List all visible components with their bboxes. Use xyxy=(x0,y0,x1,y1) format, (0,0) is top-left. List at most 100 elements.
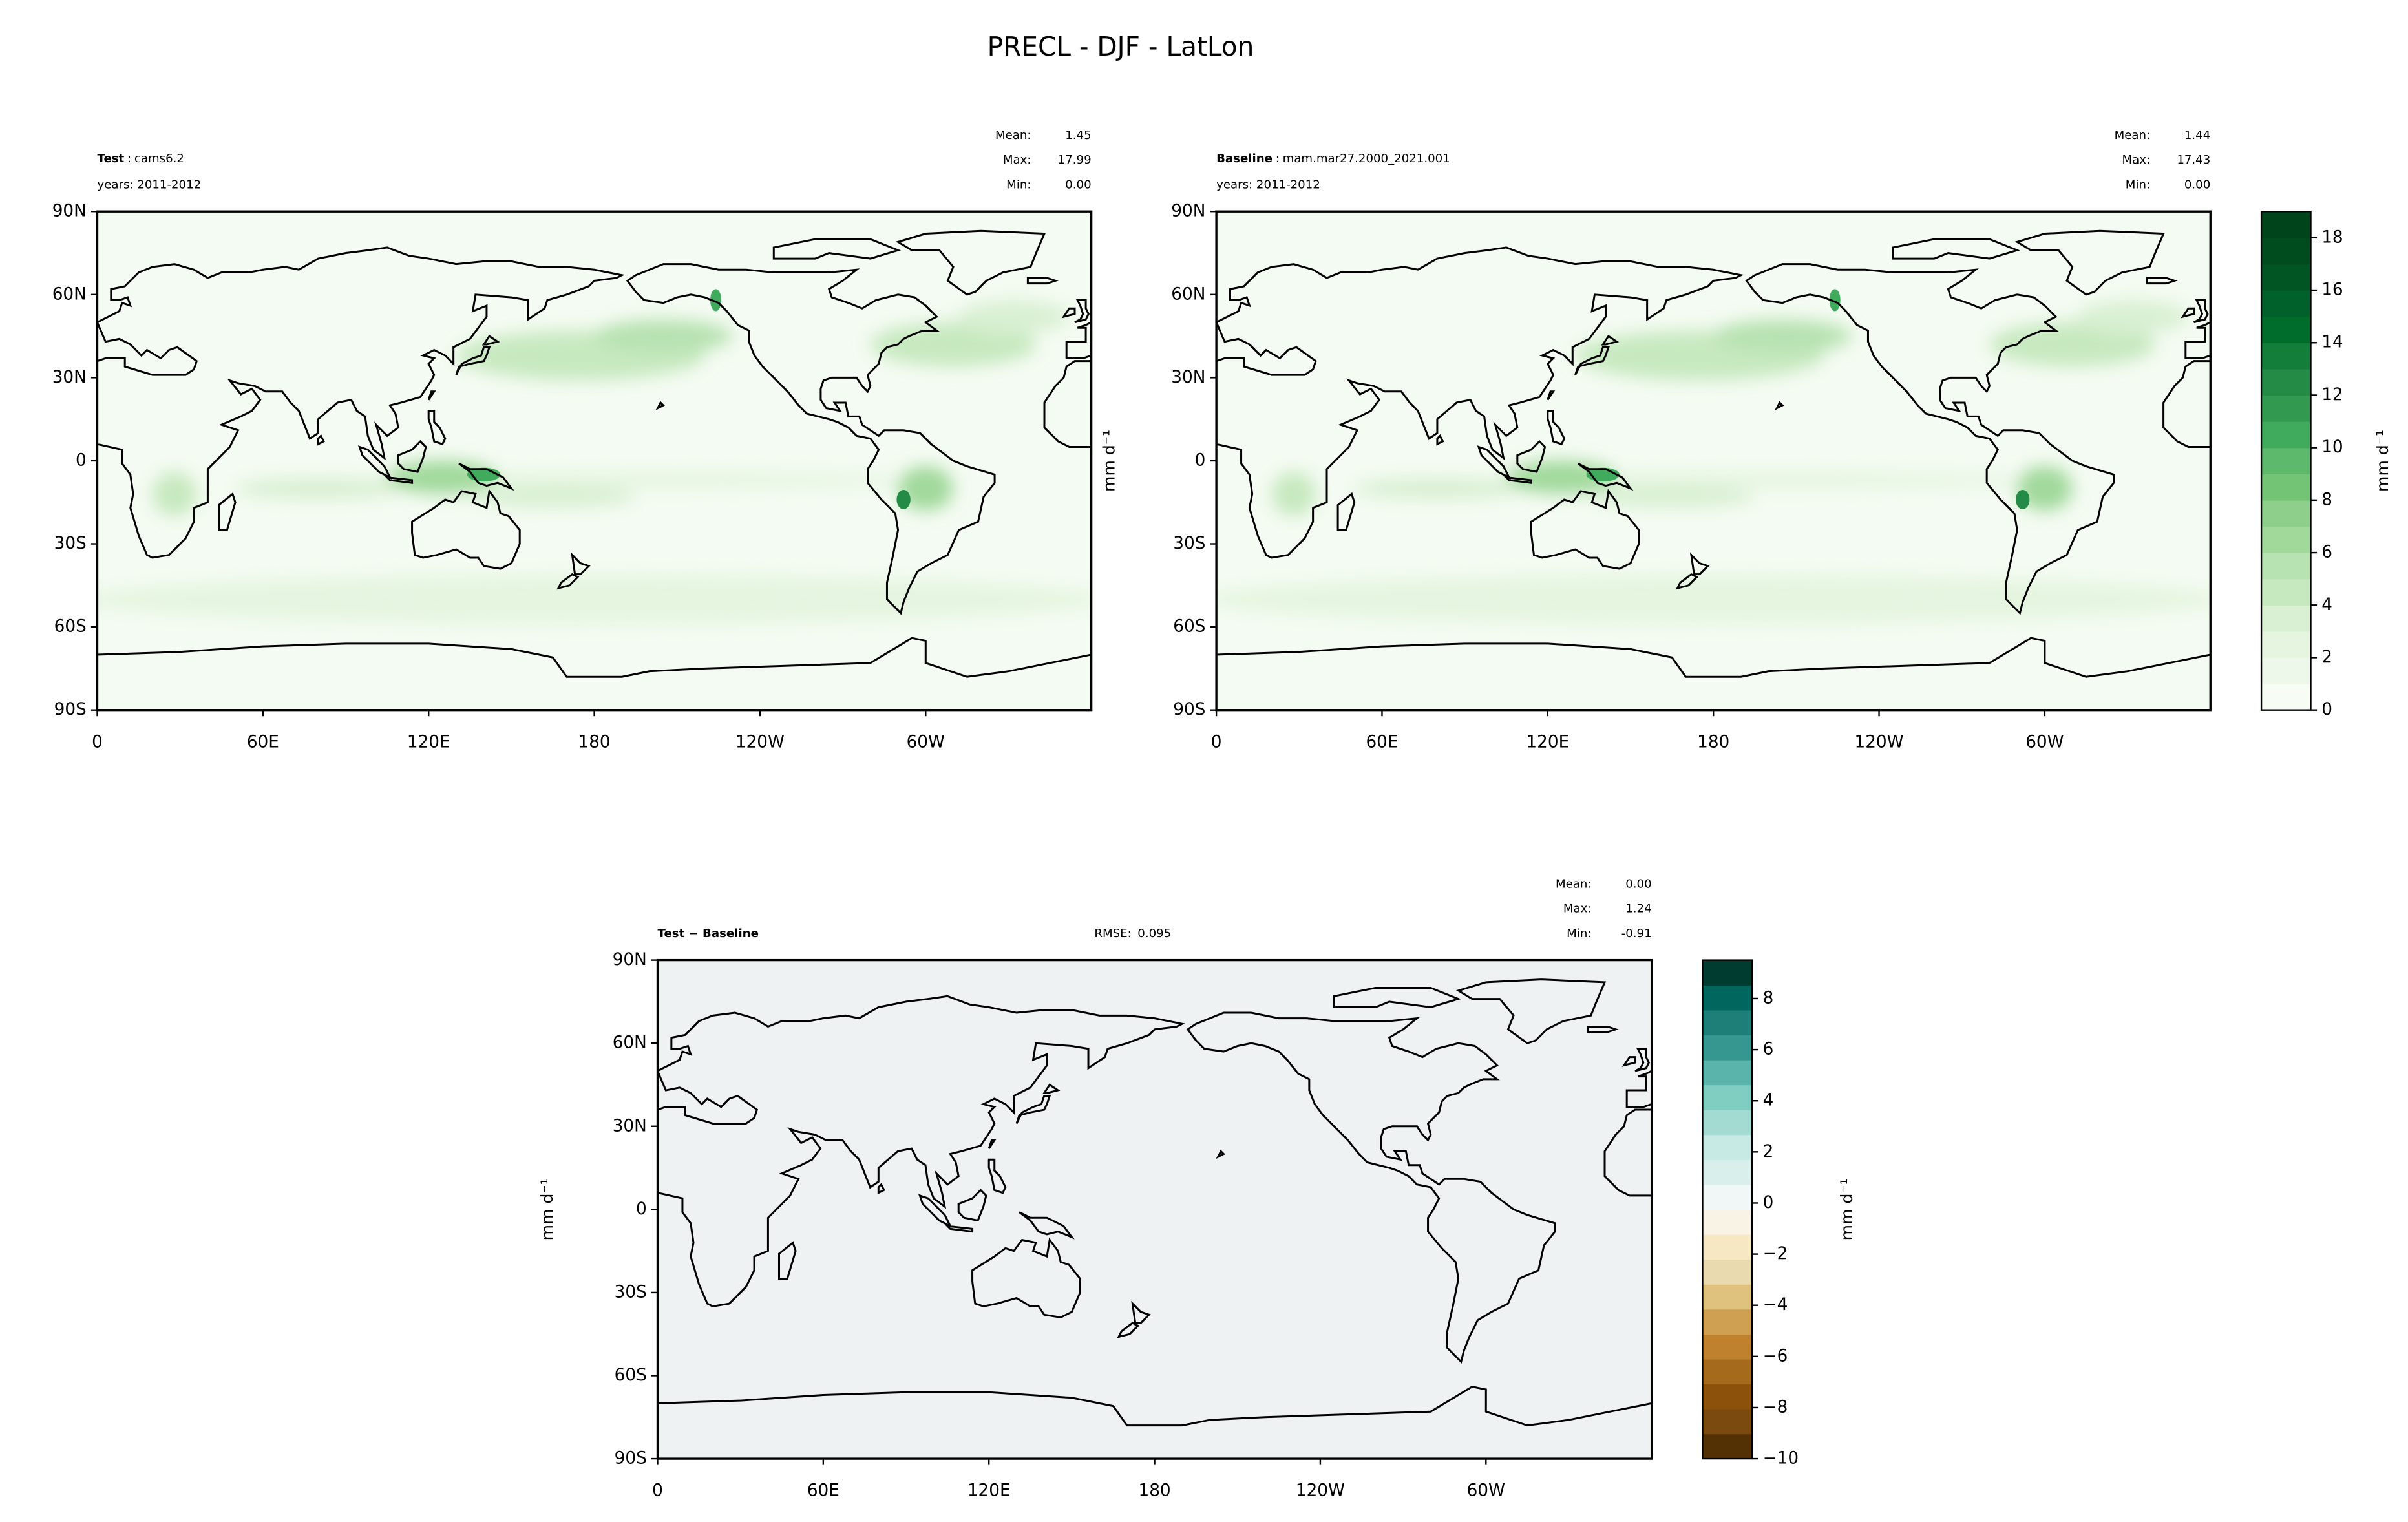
colorbar-tick-label: 2 xyxy=(2321,648,2332,667)
y-tick-label: 90S xyxy=(615,1449,647,1468)
x-tick-label: 60E xyxy=(247,732,279,752)
stat-value: 17.99 xyxy=(1058,153,1092,167)
y-tick-label: 30N xyxy=(1171,368,1205,387)
stat-label: Min: xyxy=(1006,178,1031,191)
x-tick-label: 180 xyxy=(1697,732,1729,752)
colorbar-band xyxy=(1702,1234,1752,1260)
stat-value: 0.00 xyxy=(1065,178,1091,191)
x-tick-label: 180 xyxy=(578,732,610,752)
stat-value: 1.44 xyxy=(2184,129,2210,142)
colorbar-label: mm d⁻¹ xyxy=(1837,1178,1856,1240)
x-tick-label: 180 xyxy=(1138,1481,1170,1501)
x-tick-label: 60W xyxy=(2025,732,2064,752)
map xyxy=(1203,211,2224,710)
colorbar-tick-label: 4 xyxy=(2321,595,2332,615)
y-tick-label: 0 xyxy=(1195,450,1206,470)
colorbar-label: mm d⁻¹ xyxy=(2373,430,2392,492)
y-tick-label: 30N xyxy=(613,1116,647,1136)
colorbar-band xyxy=(1702,1433,1752,1459)
panel-name: Baseline xyxy=(1216,152,1273,165)
y-tick-label: 60N xyxy=(613,1033,647,1053)
colorbar-tick-label: 6 xyxy=(1763,1040,1774,1059)
colorbar-tick-label: −2 xyxy=(1763,1244,1788,1263)
colorbar-band xyxy=(2261,421,2311,449)
stat-label: Min: xyxy=(1567,927,1591,940)
colorbar-band xyxy=(2261,343,2311,370)
y-tick-label: 60N xyxy=(1171,284,1205,304)
colorbar-band xyxy=(1702,1259,1752,1285)
colorbar-tick-label: 10 xyxy=(2321,438,2343,457)
rmse-label: RMSE: xyxy=(1094,927,1131,940)
colorbar-band xyxy=(1702,985,1752,1011)
stat-value: -0.91 xyxy=(1621,927,1652,940)
x-tick-label: 60E xyxy=(1366,732,1398,752)
colorbar-band xyxy=(1702,1358,1752,1385)
stat-value: 1.45 xyxy=(1065,129,1091,142)
y-tick-label: 60N xyxy=(52,284,87,304)
map xyxy=(657,960,1651,1459)
colorbar-band xyxy=(2261,316,2311,343)
colorbar-band xyxy=(1702,1134,1752,1160)
colorbar-band xyxy=(1702,1009,1752,1036)
y-tick-label: 30S xyxy=(1173,534,1205,553)
colorbar-band xyxy=(2261,578,2311,606)
colorbar-tick-label: 6 xyxy=(2321,543,2332,562)
colorbar-band xyxy=(1702,1110,1752,1136)
colorbar-band xyxy=(2261,368,2311,396)
colorbar-band xyxy=(2261,447,2311,474)
years: years: 2011-2012 xyxy=(97,178,201,191)
stat-label: Max: xyxy=(1563,902,1592,916)
y-tick-label: 60S xyxy=(615,1366,647,1385)
colorbar-tick-label: 8 xyxy=(2321,490,2332,509)
rmse-value: 0.095 xyxy=(1137,927,1171,940)
stat-value: 17.43 xyxy=(2177,153,2210,167)
y-tick-label: 0 xyxy=(636,1200,647,1219)
y-tick-label: 0 xyxy=(76,450,87,470)
y-tick-label: 90N xyxy=(613,950,647,969)
colorbar-tick-label: 4 xyxy=(1763,1091,1774,1110)
x-tick-label: 120E xyxy=(1526,732,1569,752)
colorbar-band xyxy=(1702,1209,1752,1235)
figure-title: PRECL - DJF - LatLon xyxy=(987,31,1254,62)
x-tick-label: 60W xyxy=(1467,1481,1505,1501)
panel-name: Test − Baseline xyxy=(657,927,758,940)
colorbar-band xyxy=(2261,290,2311,317)
stat-label: Mean: xyxy=(995,129,1031,142)
colorbar-band xyxy=(1702,1284,1752,1310)
panel-separator: : xyxy=(1276,152,1280,165)
y-tick-label: 30N xyxy=(52,368,87,387)
colorbar-band xyxy=(1702,1384,1752,1410)
stat-value: 0.00 xyxy=(2184,178,2210,191)
colorbar-tick-label: 0 xyxy=(1763,1193,1774,1212)
stat-label: Max: xyxy=(2122,153,2150,167)
colorbar-tick-label: −4 xyxy=(1763,1295,1788,1315)
y-tick-label: 90N xyxy=(1171,202,1205,221)
x-tick-label: 120W xyxy=(1296,1481,1345,1501)
colorbar-band xyxy=(2261,237,2311,265)
stat-label: Min: xyxy=(2126,178,2150,191)
colorbar-band xyxy=(2261,474,2311,501)
y-tick-label: 60S xyxy=(54,617,87,637)
y-axis-label: mm d⁻¹ xyxy=(1099,430,1118,492)
colorbar-band xyxy=(1702,1408,1752,1435)
case-name: cams6.2 xyxy=(134,152,184,165)
map xyxy=(83,211,1105,710)
colorbar-band xyxy=(1702,1084,1752,1110)
colorbar-band xyxy=(2261,526,2311,553)
x-tick-label: 60E xyxy=(807,1481,840,1501)
colorbar-band xyxy=(1702,1334,1752,1360)
colorbar-tick-label: 12 xyxy=(2321,385,2343,405)
case-name: mam.mar27.2000_2021.001 xyxy=(1283,152,1450,165)
stat-value: 1.24 xyxy=(1625,902,1651,916)
stat-value: 0.00 xyxy=(1625,877,1651,891)
colorbar-band xyxy=(2261,264,2311,291)
colorbar-tick-label: 8 xyxy=(1763,988,1774,1008)
colorbar-frame xyxy=(2260,211,2312,711)
colorbar-tick-label: 14 xyxy=(2321,333,2343,352)
colorbar-band xyxy=(2261,657,2311,684)
x-tick-label: 0 xyxy=(92,732,103,752)
colorbar-frame xyxy=(1702,959,1753,1460)
y-tick-label: 60S xyxy=(1173,617,1205,637)
